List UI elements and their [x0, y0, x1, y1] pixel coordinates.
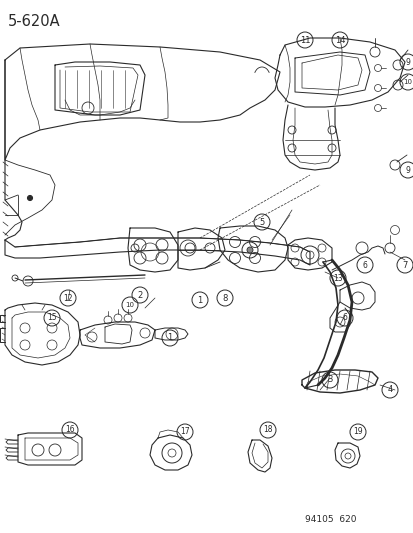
Text: 4: 4 — [387, 385, 392, 394]
Text: 2: 2 — [137, 290, 142, 300]
Text: 6: 6 — [342, 313, 347, 322]
Text: 94105  620: 94105 620 — [304, 515, 356, 524]
Text: 14: 14 — [334, 36, 344, 44]
Circle shape — [247, 247, 252, 253]
Text: 15: 15 — [47, 313, 57, 322]
Text: 17: 17 — [180, 427, 189, 437]
Text: 12: 12 — [63, 294, 73, 303]
Text: 19: 19 — [352, 427, 362, 437]
Text: 1: 1 — [197, 295, 202, 304]
Text: 8: 8 — [222, 294, 227, 303]
Text: 18: 18 — [263, 425, 272, 434]
Text: 13: 13 — [332, 273, 342, 282]
Text: 9: 9 — [405, 58, 409, 67]
Text: 1: 1 — [167, 334, 172, 343]
Text: 7: 7 — [401, 261, 407, 270]
Text: 3: 3 — [327, 376, 332, 384]
Text: 9: 9 — [405, 166, 409, 174]
Circle shape — [27, 196, 33, 200]
Text: 16: 16 — [65, 425, 75, 434]
Text: 10: 10 — [125, 302, 134, 308]
Text: 5-620A: 5-620A — [8, 14, 60, 29]
Text: 5: 5 — [259, 217, 264, 227]
Text: 10: 10 — [403, 79, 411, 85]
Text: 11: 11 — [299, 36, 309, 44]
Text: 6: 6 — [362, 261, 367, 270]
